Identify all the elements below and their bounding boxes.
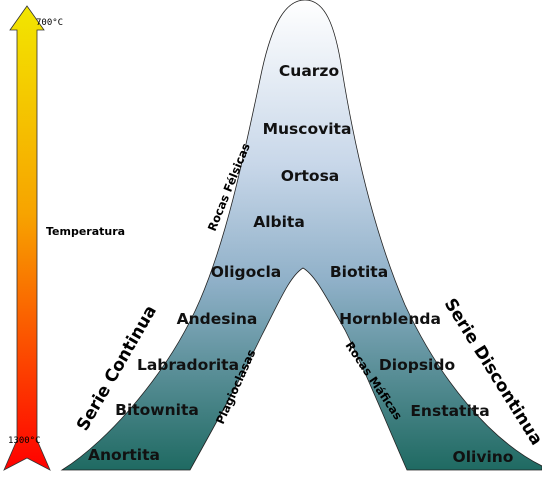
- mineral-hornblenda: Hornblenda: [339, 310, 441, 328]
- mineral-cuarzo: Cuarzo: [279, 62, 339, 80]
- mineral-albita: Albita: [253, 213, 305, 231]
- temperature-arrow: 700°C 1300°C Temperatura: [3, 5, 125, 471]
- mineral-enstatita: Enstatita: [410, 402, 489, 420]
- mineral-olivino: Olivino: [453, 448, 514, 466]
- mineral-oligocla: Oligocla: [211, 263, 282, 281]
- mineral-andesina: Andesina: [177, 310, 258, 328]
- mineral-anortita: Anortita: [88, 446, 160, 464]
- temperature-title: Temperatura: [46, 225, 125, 238]
- mineral-ortosa: Ortosa: [281, 167, 340, 185]
- temperature-bottom-value: 1300°C: [8, 436, 41, 446]
- crystallization-shape: [60, 0, 542, 471]
- mineral-biotita: Biotita: [330, 263, 388, 281]
- temperature-arrow-shape: [3, 5, 51, 471]
- mineral-bitownita: Bitownita: [115, 401, 199, 419]
- mineral-muscovita: Muscovita: [263, 120, 352, 138]
- temperature-top-value: 700°C: [36, 18, 63, 28]
- mineral-labradorita: Labradorita: [137, 356, 239, 374]
- mineral-diopsido: Diopsido: [379, 356, 455, 374]
